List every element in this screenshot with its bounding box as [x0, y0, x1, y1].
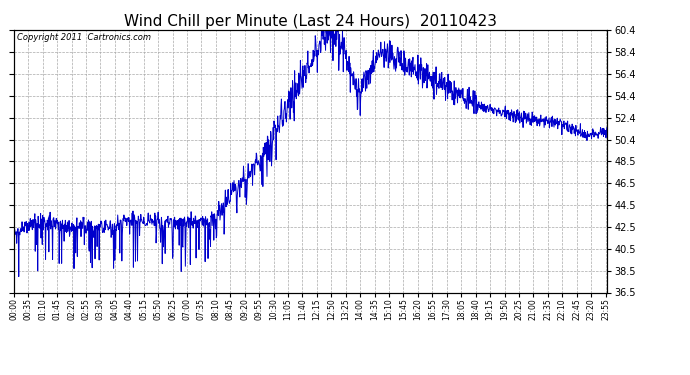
Title: Wind Chill per Minute (Last 24 Hours)  20110423: Wind Chill per Minute (Last 24 Hours) 20…: [124, 14, 497, 29]
Text: Copyright 2011  Cartronics.com: Copyright 2011 Cartronics.com: [17, 33, 151, 42]
